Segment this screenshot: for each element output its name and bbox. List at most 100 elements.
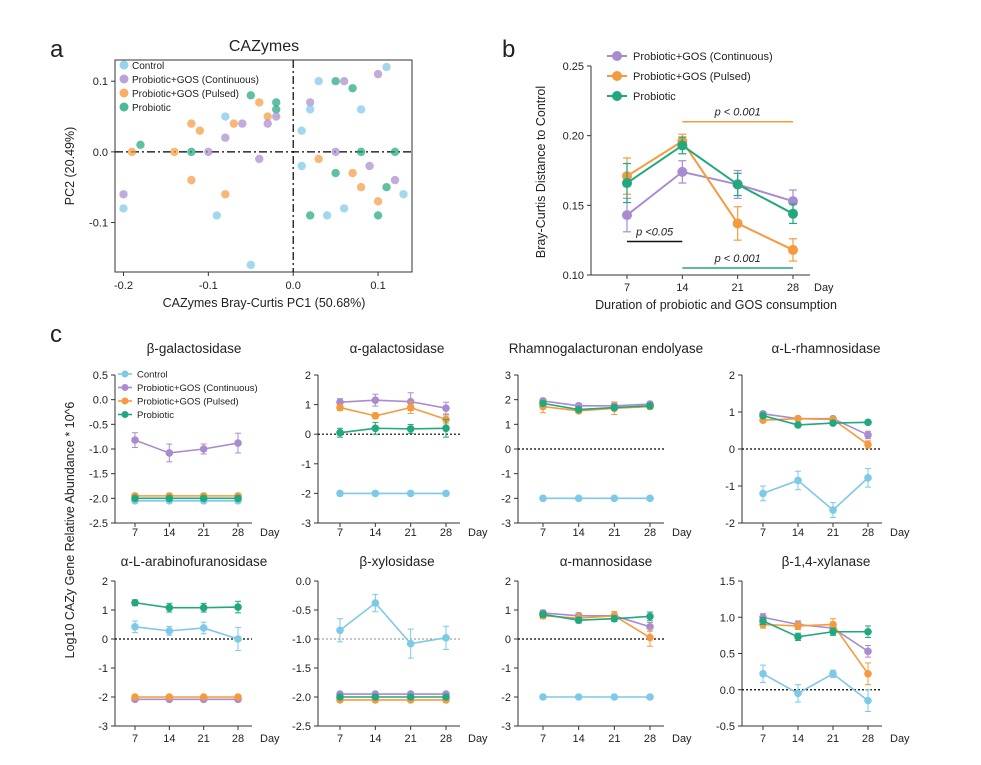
panel-title-c5: α-L-arabinofuranosidase [121, 554, 268, 569]
x-unit-c2: Day [468, 527, 488, 539]
pca-point-pulsed [356, 183, 366, 192]
point-probiotic-c5 [234, 603, 242, 611]
bray-point-pulsed [732, 218, 743, 229]
panel-title-c1: β-galactosidase [147, 341, 242, 356]
point-control-c6 [336, 626, 344, 635]
point-probiotic-c4 [794, 421, 802, 429]
pca-point-probiotic [331, 77, 340, 86]
x-tick-label-c3: 28 [644, 527, 656, 539]
y-tick-label-c3: -2 [501, 493, 511, 505]
pca-point-continuous [390, 175, 400, 185]
pca-point-continuous [221, 133, 230, 142]
pca-point-control [339, 204, 349, 213]
line-control-c4 [762, 477, 869, 512]
pca-point-continuous [272, 112, 281, 121]
point-control-c5 [131, 623, 139, 631]
line-pulsed-c4 [762, 417, 869, 446]
y-tick-label-c2: -2 [301, 488, 311, 500]
bray-curtis-chart: 0.10 0.15 0.20 0.25 7 14 21 28 Day Duration of pr… [534, 51, 837, 312]
x-tick-label-c2: 14 [369, 527, 381, 539]
pca-point-pulsed [263, 112, 272, 121]
pca-y-tick-label: -0.1 [89, 218, 108, 230]
bray-legend-label: Probiotic+GOS (Continuous) [633, 51, 773, 63]
pca-point-control [212, 211, 222, 220]
line-probiotic-c4 [762, 414, 869, 426]
pca-point-control [297, 161, 306, 171]
point-probiotic-c7 [574, 616, 583, 624]
panel-c-legend-label: Probiotic+GOS (Pulsed) [137, 397, 239, 408]
x-tick-label-c4: 28 [862, 527, 874, 539]
pca-point-probiotic [331, 168, 340, 178]
point-control-c4 [864, 474, 872, 482]
x-tick-label-c7: 21 [608, 733, 620, 745]
point-pulsed-c8 [829, 620, 837, 629]
point-control-c8 [759, 670, 767, 678]
y-tick-label-c4: -2 [725, 518, 735, 530]
pca-legend-label: Probiotic+GOS (Continuous) [132, 75, 259, 86]
bray-x-tick-label: 7 [624, 282, 630, 294]
x-tick-label-c8: 14 [792, 733, 804, 745]
pca-point-pulsed [221, 190, 230, 199]
pca-point-pulsed [170, 147, 179, 157]
pca-point-probiotic [373, 211, 383, 220]
line-continuous-c1 [134, 439, 239, 454]
point-control-c7 [646, 693, 654, 701]
bray-significance-label: p <0.05 [635, 227, 674, 239]
pca-point-pulsed [373, 197, 383, 206]
point-probiotic-c8 [794, 633, 802, 641]
y-tick-label-c3: 2 [505, 395, 511, 407]
beta-galactosidase-chart: β-galactosidase 0.5 0.0 -0.5 -1.0 -1.5 -2.0 -2.… [89, 341, 280, 539]
pca-legend-label: Control [132, 61, 164, 72]
point-probiotic-c7 [539, 610, 547, 619]
line-probiotic-c2 [339, 427, 447, 434]
y-tick-label-c1: -0.5 [89, 419, 108, 431]
pca-point-control [399, 190, 408, 199]
bray-line-probiotic [626, 144, 794, 215]
x-tick-label-c7: 14 [573, 733, 585, 745]
point-pulsed-c2 [406, 403, 415, 412]
pca-point-control [221, 112, 230, 121]
x-tick-label-c2: 21 [405, 527, 417, 539]
point-probiotic-c1 [131, 494, 139, 503]
point-pulsed-c5 [165, 693, 174, 701]
pca-point-pulsed [314, 154, 323, 164]
pca-x-axis-label: CAZymes Bray-Curtis PC1 (50.68%) [163, 296, 366, 310]
bray-x-axis-label: Duration of probiotic and GOS consumptio… [595, 298, 837, 312]
point-probiotic-c6 [336, 693, 344, 701]
point-pulsed-c8 [864, 670, 872, 678]
y-tick-label-c4: -1 [725, 481, 735, 493]
pca-point-pulsed [348, 168, 357, 178]
line-probiotic-c7 [542, 613, 651, 621]
point-pulsed-c7 [646, 633, 654, 642]
point-control-c4 [829, 506, 837, 514]
y-tick-label-c6: -2.5 [292, 721, 311, 733]
y-tick-label-c3: -1 [501, 469, 511, 481]
y-tick-label-c5: -1 [98, 663, 108, 675]
pca-point-control [305, 105, 315, 114]
y-tick-label-c7: 2 [505, 576, 511, 588]
pca-x-tick-label: 0.0 [286, 280, 301, 292]
bray-legend-marker-continuous [612, 51, 622, 61]
pca-y-tick-label: 0.1 [93, 76, 108, 88]
y-tick-label-c3: -3 [501, 518, 511, 530]
pca-point-continuous [238, 119, 247, 128]
bray-legend-label: Probiotic [633, 91, 676, 103]
y-tick-label-c2: -1 [301, 459, 311, 471]
point-control-c4 [794, 476, 802, 485]
point-pulsed-c5 [131, 693, 139, 701]
pca-chart: -0.2 -0.1 0.0 0.1 0.1 0.0 -0.1 CAZymes CAZymes B… [63, 38, 413, 310]
pca-point-control [356, 105, 366, 114]
y-tick-label-c5: -3 [98, 721, 108, 733]
pca-point-control [246, 260, 255, 270]
point-probiotic-c5 [199, 603, 208, 612]
point-probiotic-c3 [539, 399, 547, 408]
pca-legend-marker-pulsed [119, 88, 129, 98]
bray-line-continuous [626, 170, 794, 216]
y-tick-label-c2: 0 [305, 429, 311, 441]
x-tick-label-c3: 21 [608, 527, 620, 539]
panel-label-c: c [50, 321, 62, 348]
pca-point-probiotic [246, 91, 255, 100]
pca-point-continuous [373, 69, 383, 79]
pca-point-probiotic [305, 211, 315, 220]
